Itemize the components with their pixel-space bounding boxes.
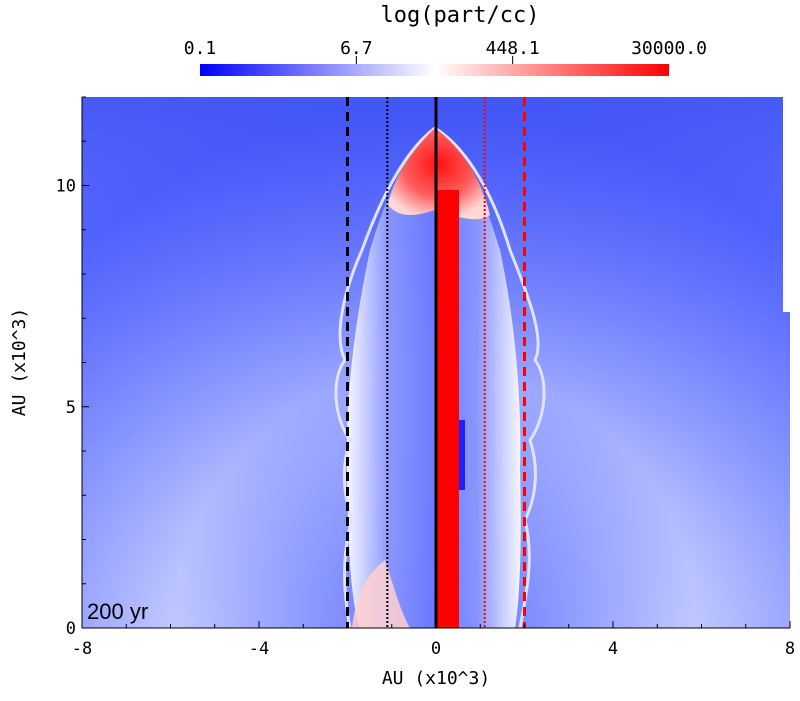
jet-edge-low-density	[459, 420, 465, 490]
x-tick-label: 0	[431, 639, 441, 659]
heatmap-area	[82, 97, 790, 628]
x-tick-label: 4	[608, 639, 618, 659]
reference-lines	[346, 97, 526, 628]
jet-beam	[437, 190, 459, 628]
colorbar-tick-label: 30000.0	[631, 38, 707, 59]
bow-shock-head	[388, 128, 490, 220]
jet-cocoon	[346, 128, 521, 628]
colorbar: log(part/cc) 0.1 6.7 448.1 30000.0	[184, 3, 707, 76]
y-axis-label: AU (x10^3)	[9, 308, 30, 416]
x-tick-label: -8	[72, 639, 92, 659]
axes: -8 -4 0 4 8 0 5 10 AU (x10^3) AU (x10^3)	[9, 96, 795, 689]
x-tick-label: 8	[785, 639, 795, 659]
cocoon-edge-right	[434, 126, 546, 628]
edge-strip	[783, 97, 791, 312]
y-tick-label: 0	[66, 619, 76, 639]
time-annotation: 200 yr	[87, 599, 148, 624]
base-patch-left	[352, 560, 410, 628]
colorbar-tick-label: 0.1	[184, 38, 217, 59]
y-tick-label: 5	[66, 398, 76, 418]
x-ticks: -8 -4 0 4 8	[72, 621, 795, 659]
y-tick-label: 10	[56, 177, 76, 197]
colorbar-tick-label: 6.7	[340, 38, 373, 59]
colorbar-tick-label: 448.1	[486, 38, 540, 59]
colorbar-gradient	[200, 64, 669, 76]
x-axis-label: AU (x10^3)	[382, 668, 490, 689]
y-ticks: 0 5 10	[56, 96, 89, 639]
x-tick-label: -4	[249, 639, 269, 659]
colorbar-title: log(part/cc)	[381, 3, 540, 28]
colorbar-ticks: 0.1 6.7 448.1 30000.0	[184, 38, 707, 64]
